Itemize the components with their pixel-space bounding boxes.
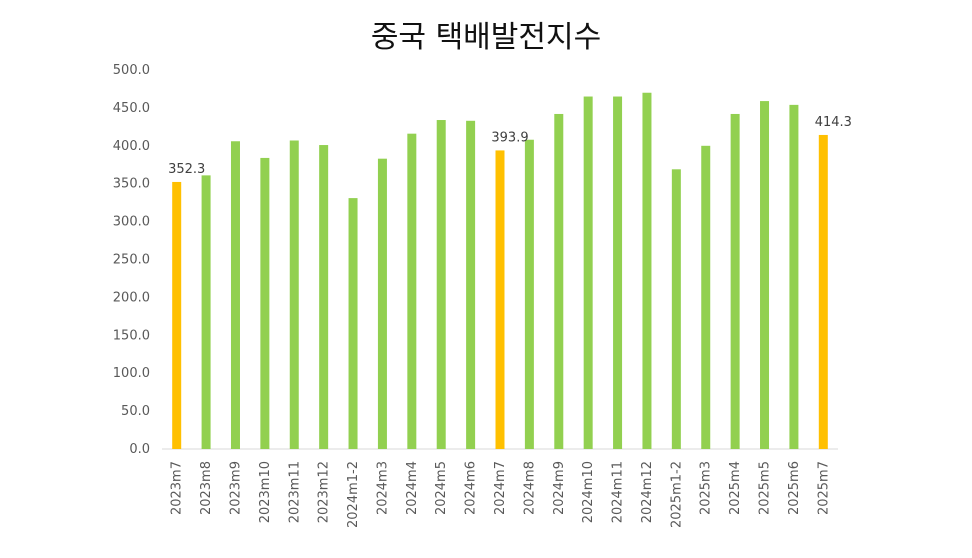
y-tick-label: 50.0	[121, 404, 150, 419]
x-tick-label: 2024m11	[611, 461, 626, 523]
y-tick-label: 350.0	[113, 177, 150, 192]
x-tick-label: 2024m5	[434, 461, 449, 515]
bar	[701, 145, 711, 450]
y-tick-label: 400.0	[113, 139, 150, 154]
y-tick-label: 450.0	[113, 101, 150, 116]
bar	[377, 158, 387, 449]
bar	[789, 104, 799, 450]
x-tick-label: 2024m12	[640, 461, 655, 523]
x-tick-label: 2024m4	[405, 461, 420, 515]
bar	[466, 120, 476, 449]
x-tick-label: 2024m1-2	[346, 461, 361, 528]
bar	[172, 181, 182, 449]
chart-title: 중국 택배발전지수	[370, 20, 602, 55]
y-tick-label: 0.0	[129, 442, 150, 457]
bar	[671, 169, 681, 449]
x-tick-label: 2023m9	[228, 461, 243, 515]
bar	[260, 157, 270, 450]
x-tick-label: 2024m3	[375, 461, 390, 515]
bar	[818, 134, 828, 449]
x-tick-label: 2024m9	[552, 461, 567, 515]
y-tick-label: 150.0	[113, 328, 150, 343]
x-tick-label: 2023m8	[199, 461, 214, 515]
bar	[760, 101, 770, 449]
y-tick-label: 250.0	[113, 253, 150, 268]
data-label: 352.3	[168, 162, 205, 177]
bar	[319, 145, 329, 450]
x-tick-label: 2025m1-2	[669, 461, 684, 528]
bar	[730, 113, 740, 450]
y-tick-label: 300.0	[113, 215, 150, 230]
x-tick-label: 2025m4	[728, 461, 743, 515]
bar	[524, 139, 534, 449]
bar	[230, 141, 240, 449]
x-tick-label: 2024m10	[581, 461, 596, 523]
x-tick-label: 2024m8	[522, 461, 537, 515]
x-tick-label: 2024m7	[493, 461, 508, 515]
x-tick-label: 2024m6	[464, 461, 479, 515]
bar	[583, 96, 593, 449]
data-label: 393.9	[491, 130, 528, 145]
x-tick-label: 2023m10	[258, 461, 273, 523]
x-tick-label: 2025m6	[787, 461, 802, 515]
bar	[613, 96, 623, 449]
y-tick-label: 500.0	[113, 63, 150, 78]
data-label: 414.3	[815, 115, 852, 130]
bar	[201, 175, 211, 449]
bar	[289, 140, 299, 449]
x-tick-label: 2025m5	[758, 461, 773, 515]
x-tick-label: 2023m7	[170, 461, 185, 515]
bar	[436, 120, 446, 449]
y-tick-label: 100.0	[113, 366, 150, 381]
x-tick-label: 2025m3	[699, 461, 714, 515]
x-tick-label: 2023m11	[287, 461, 302, 523]
bar	[348, 198, 358, 449]
bar	[554, 113, 564, 450]
x-tick-label: 2023m12	[317, 461, 332, 523]
bar	[495, 150, 505, 449]
bar	[642, 92, 652, 450]
bar	[407, 133, 417, 449]
y-tick-label: 200.0	[113, 290, 150, 305]
x-tick-label: 2025m7	[816, 461, 831, 515]
